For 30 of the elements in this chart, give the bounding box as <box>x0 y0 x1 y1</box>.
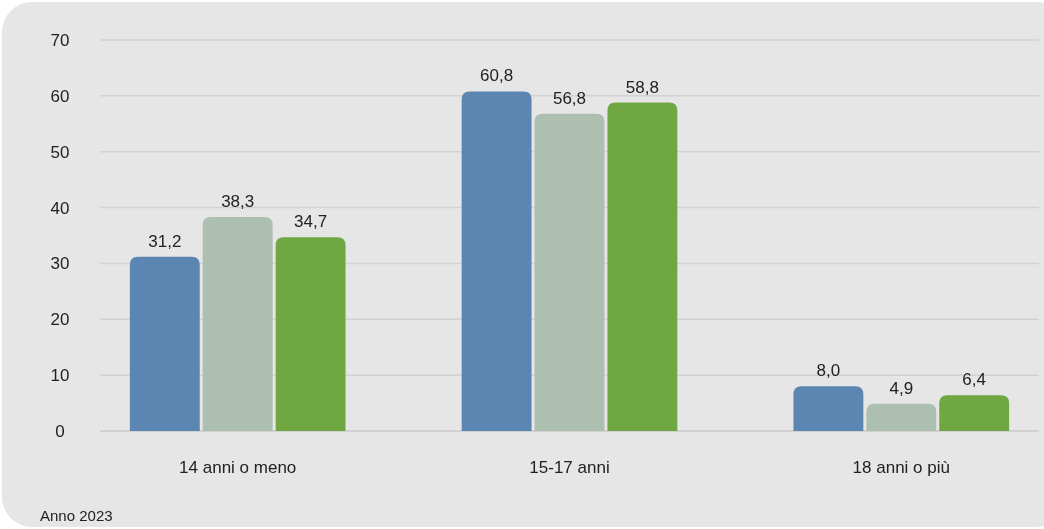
bar <box>793 386 864 431</box>
text: 8,0 <box>816 361 841 381</box>
bar <box>129 256 200 431</box>
text: 38,3 <box>221 192 255 212</box>
bar <box>534 113 605 431</box>
bar <box>939 395 1010 431</box>
y-tick-label: 10 <box>50 366 70 386</box>
bar <box>607 102 678 431</box>
y-tick-label: 20 <box>50 310 70 330</box>
text: Anno 2023 <box>40 507 113 524</box>
text: 56,8 <box>552 88 587 108</box>
y-tick-label: 30 <box>50 254 70 274</box>
text: 6,4 <box>962 370 987 390</box>
y-tick-label: 60 <box>50 86 70 106</box>
text: 31,2 <box>148 231 182 251</box>
y-tick-label: 70 <box>50 30 70 50</box>
bar <box>866 403 937 431</box>
y-tick-label: 50 <box>50 142 70 162</box>
y-tick-label: 40 <box>50 198 70 218</box>
text: 4,9 <box>889 378 914 398</box>
y-tick-label: 0 <box>55 421 65 441</box>
text: 58,8 <box>625 77 659 97</box>
text: 34,7 <box>294 212 328 232</box>
x-tick-label: 15-17 anni <box>529 458 610 477</box>
x-tick-label: 18 anni o più <box>852 458 950 477</box>
x-tick-label: 14 anni o meno <box>179 458 297 477</box>
bar <box>275 237 346 431</box>
bar <box>461 91 532 431</box>
text: 60,8 <box>480 66 514 86</box>
bar <box>202 217 273 431</box>
